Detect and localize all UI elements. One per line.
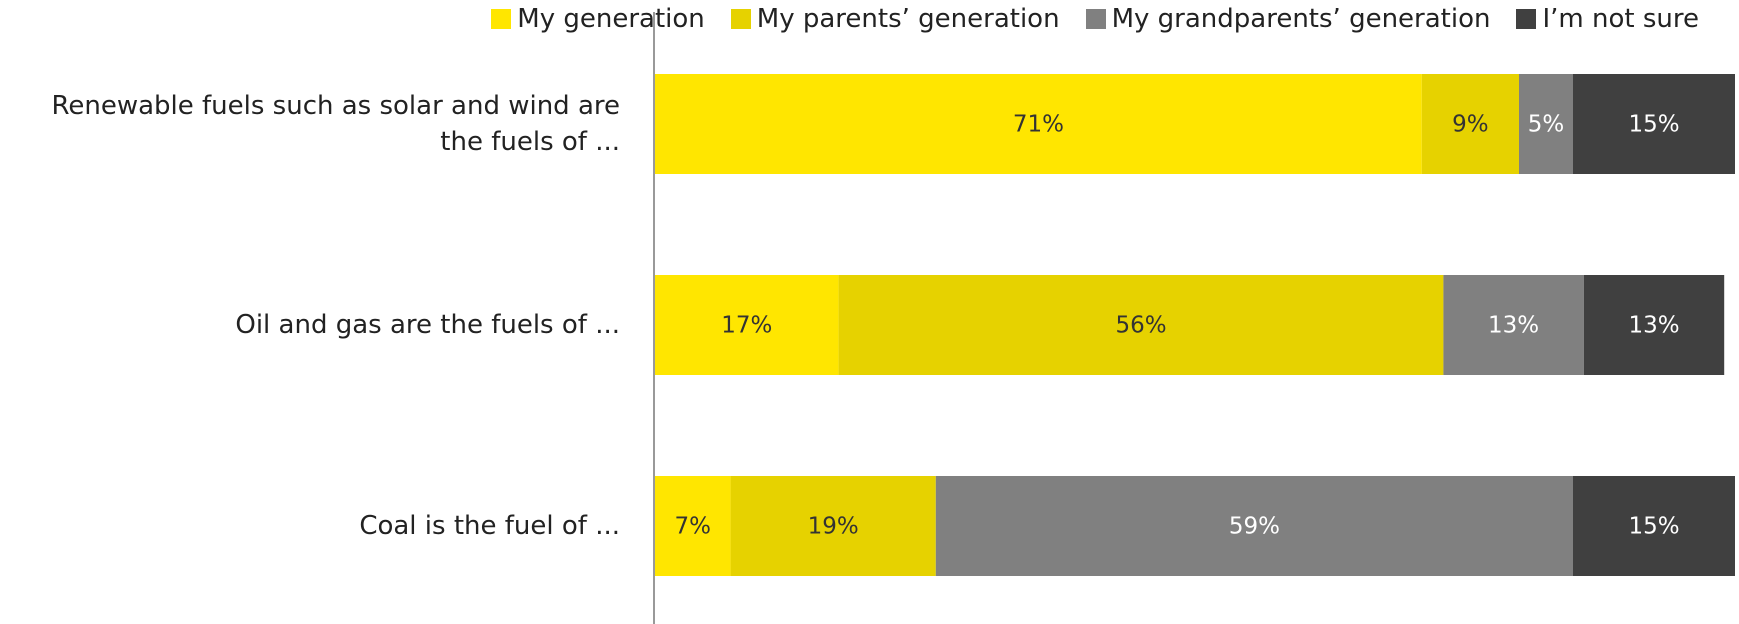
data-label: 17% — [721, 313, 772, 339]
legend-swatch — [1085, 9, 1106, 29]
legend-item: My generation — [491, 4, 705, 34]
bar-segment — [935, 476, 1573, 576]
bar-segment — [1519, 74, 1573, 174]
legend-item: My grandparents’ generation — [1085, 4, 1491, 34]
legend-swatch — [491, 9, 512, 29]
bar-segment — [655, 275, 839, 375]
category-label: Renewable fuels such as solar and wind a… — [51, 91, 620, 157]
data-label: 56% — [1115, 313, 1166, 339]
legend-swatch — [730, 9, 751, 29]
data-label: 59% — [1229, 514, 1280, 540]
data-label: 7% — [675, 514, 712, 540]
legend-label: My parents’ generation — [756, 4, 1060, 34]
legend-swatch — [1516, 9, 1537, 29]
bar-segment — [1583, 275, 1725, 375]
data-label: 9% — [1452, 112, 1489, 138]
bar-segment — [1573, 74, 1735, 174]
category-label: Coal is the fuel of ... — [359, 511, 620, 541]
legend-label: My grandparents’ generation — [1111, 4, 1491, 34]
data-label: 15% — [1628, 514, 1679, 540]
bar-segment — [1443, 275, 1584, 375]
category-label: Oil and gas are the fuels of ... — [235, 310, 620, 340]
bar-segment — [1573, 476, 1735, 576]
bar-segment — [838, 275, 1444, 375]
legend-label: I’m not sure — [1542, 4, 1699, 34]
bar-segment — [730, 476, 936, 576]
legend-item: I’m not sure — [1516, 4, 1699, 34]
bar-segment — [1421, 74, 1519, 174]
data-label: 71% — [1013, 112, 1064, 138]
legend-item: My parents’ generation — [730, 4, 1060, 34]
legend-label: My generation — [517, 4, 705, 34]
data-label: 13% — [1488, 313, 1539, 339]
data-label: 19% — [808, 514, 859, 540]
bar-segment — [655, 476, 731, 576]
bar-segment — [655, 74, 1422, 174]
data-label: 15% — [1628, 112, 1679, 138]
legend: My generation My parents’ generation My gr… — [491, 4, 1699, 34]
data-label: 5% — [1528, 112, 1565, 138]
data-label: 13% — [1628, 313, 1679, 339]
